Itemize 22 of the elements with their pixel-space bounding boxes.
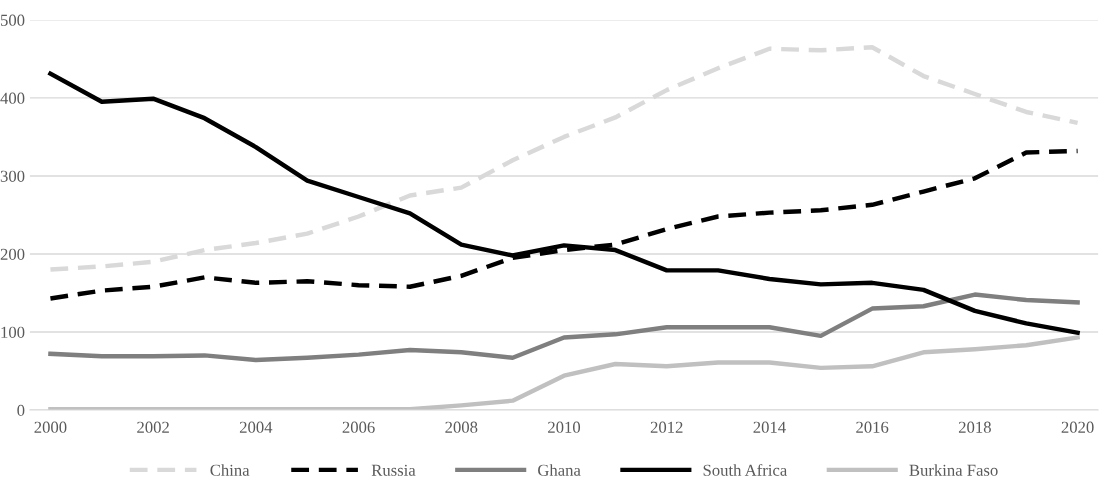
y-tick-label: 400 [0, 92, 25, 104]
x-tick-label: 2018 [958, 421, 991, 433]
x-tick-label: 2010 [548, 421, 581, 433]
x-tick-label: 2016 [856, 421, 889, 433]
legend-label: South Africa [703, 463, 788, 476]
legend-label: Burkina Faso [909, 464, 998, 476]
x-tick-label: 2002 [137, 421, 169, 433]
x-tick-label: 2020 [1061, 421, 1094, 433]
legend-label: China [210, 464, 250, 476]
y-tick-label: 300 [0, 170, 25, 182]
x-tick-label: 2000 [34, 421, 67, 433]
legend-label: Russia [371, 464, 416, 476]
x-tick-label: 2012 [650, 421, 683, 433]
x-tick-label: 2006 [342, 421, 375, 433]
y-tick-label: 0 [17, 404, 25, 416]
y-tick-label: 100 [1, 326, 25, 338]
x-tick-label: 2008 [445, 421, 478, 433]
x-tick-label: 2004 [239, 421, 273, 433]
legend-label: Ghana [538, 464, 581, 476]
y-tick-label: 200 [0, 248, 25, 260]
x-tick-label: 2014 [753, 421, 786, 433]
y-tick-label: 500 [1, 14, 25, 26]
